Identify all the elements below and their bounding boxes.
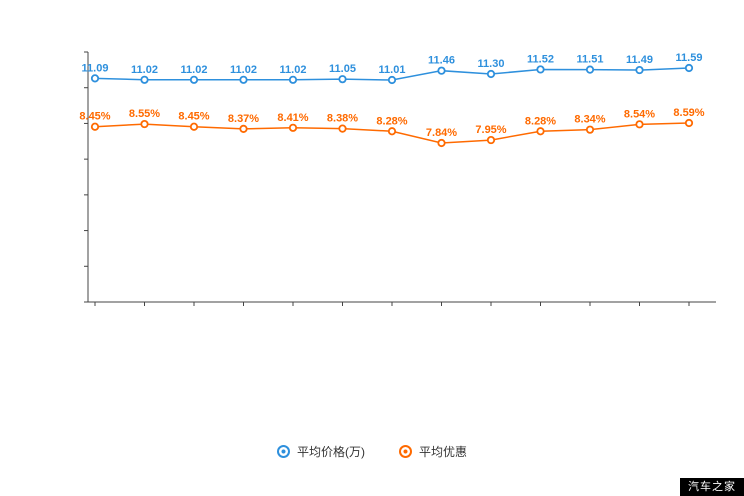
data-point-label: 8.55% (129, 108, 160, 120)
data-point-label: 8.28% (376, 115, 407, 127)
data-point-label: 8.54% (624, 108, 655, 120)
data-point-label: 11.30 (478, 58, 505, 70)
data-point-marker[interactable] (635, 65, 644, 75)
data-point-label: 8.28% (525, 115, 556, 127)
data-point-label: 8.37% (228, 113, 259, 125)
data-point-label: 11.02 (280, 64, 307, 76)
data-point-marker[interactable] (189, 75, 199, 84)
legend-item-average-discount[interactable]: 平均优惠 (398, 443, 467, 460)
data-point-marker[interactable] (486, 69, 496, 79)
data-point-label: 8.41% (277, 112, 308, 124)
data-point-label: 11.02 (181, 64, 208, 76)
data-point-label: 8.45% (79, 111, 110, 123)
data-point-marker[interactable] (684, 63, 694, 73)
data-point-marker[interactable] (585, 125, 595, 134)
legend-marker-discount-icon (398, 445, 412, 458)
data-point-label: 8.34% (574, 114, 605, 126)
legend-marker-price-icon (276, 445, 290, 458)
series-0: 11.09 11.02 11.02 11.02 11.02 11.05 11.01 11.46… (82, 52, 703, 85)
data-point-label: 11.02 (131, 64, 158, 76)
data-point-marker[interactable] (90, 74, 100, 83)
data-point-marker[interactable] (239, 75, 248, 84)
data-point-marker[interactable] (90, 122, 100, 131)
data-point-marker[interactable] (288, 123, 298, 132)
data-point-label: 8.45% (178, 111, 209, 123)
data-point-marker[interactable] (437, 138, 446, 148)
data-point-marker[interactable] (585, 65, 595, 74)
data-point-label: 11.59 (676, 52, 703, 64)
data-point-label: 7.95% (475, 124, 506, 136)
data-point-marker[interactable] (684, 118, 694, 128)
data-point-label: 11.49 (626, 54, 653, 66)
data-point-label: 11.51 (577, 54, 604, 66)
series-1: 8.45% 8.55% 8.45% 8.37% 8.41% 8.38% 8.28% 7.84%… (79, 107, 705, 148)
data-point-label: 11.01 (379, 64, 406, 76)
data-point-label: 8.59% (673, 107, 704, 119)
data-point-marker[interactable] (635, 120, 644, 129)
legend-item-average-price[interactable]: 平均价格(万) (276, 443, 365, 460)
legend-label-average-price: 平均价格(万) (296, 445, 365, 459)
data-point-label: 7.84% (426, 127, 457, 139)
data-point-marker[interactable] (140, 75, 149, 84)
data-point-label: 11.09 (82, 62, 109, 74)
data-point-label: 11.46 (428, 55, 455, 67)
chart-legend: 平均价格(万) 平均优惠 (0, 443, 744, 460)
data-point-marker[interactable] (536, 65, 545, 74)
data-point-label: 11.05 (329, 63, 356, 75)
data-point-marker[interactable] (189, 122, 199, 131)
data-point-marker[interactable] (239, 124, 248, 133)
data-point-marker[interactable] (387, 75, 397, 85)
data-point-label: 8.38% (327, 113, 358, 125)
data-point-marker[interactable] (437, 66, 446, 75)
watermark: 汽车之家 (680, 478, 744, 496)
data-point-marker[interactable] (288, 75, 298, 84)
data-point-marker[interactable] (338, 75, 347, 84)
data-point-label: 11.52 (527, 53, 554, 65)
data-point-label: 11.02 (230, 64, 257, 76)
legend-label-average-discount: 平均优惠 (418, 445, 467, 459)
data-point-marker[interactable] (486, 135, 496, 145)
data-point-marker[interactable] (536, 127, 545, 136)
data-point-marker[interactable] (140, 119, 149, 129)
data-point-marker[interactable] (387, 127, 397, 136)
data-point-marker[interactable] (338, 124, 347, 133)
